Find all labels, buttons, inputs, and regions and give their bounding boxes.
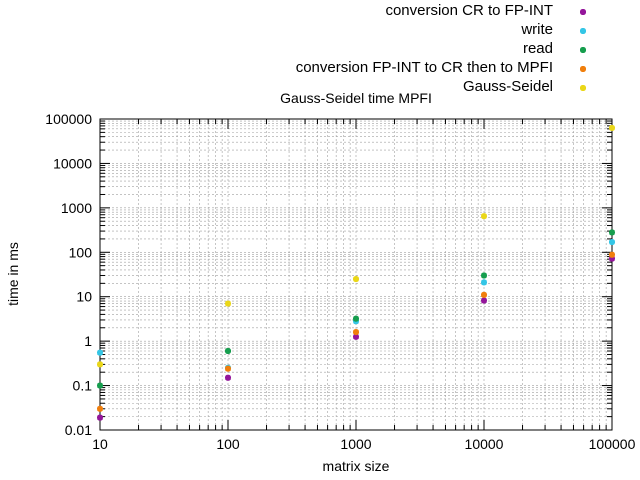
data-point: [481, 272, 487, 279]
data-point: [225, 347, 231, 354]
data-point: [481, 291, 487, 298]
data-points: [97, 124, 615, 421]
legend-label: conversion CR to FP-INT: [385, 2, 553, 19]
y-tick-label: 0.01: [65, 422, 92, 438]
x-tick-label: 10000: [465, 436, 504, 452]
legend-marker: [580, 9, 586, 15]
axis-ticks: 10 100 1000 10000 100000 0.01 0.1 1 10 100 1000 100…: [45, 111, 635, 452]
data-point: [481, 279, 487, 286]
data-point: [609, 124, 615, 131]
y-tick-label: 10: [76, 289, 92, 305]
data-point: [97, 349, 103, 356]
data-point: [609, 251, 615, 258]
legend-label: Gauss-Seidel: [463, 78, 553, 95]
x-tick-label: 100000: [589, 436, 636, 452]
x-tick-label: 1000: [340, 436, 371, 452]
legend-label: write: [520, 21, 553, 38]
data-point: [609, 239, 615, 246]
legend-label: conversion FP-INT to CR then to MPFI: [296, 59, 553, 76]
y-tick-label: 0.1: [73, 378, 93, 394]
data-point: [97, 405, 103, 412]
y-axis-label: time in ms: [5, 242, 21, 306]
data-point: [609, 229, 615, 236]
data-point: [97, 382, 103, 389]
data-point: [353, 329, 359, 336]
data-point: [353, 333, 359, 340]
data-point: [225, 300, 231, 307]
y-tick-label: 100000: [45, 111, 92, 127]
legend-marker: [580, 85, 586, 91]
x-axis-label: matrix size: [323, 458, 390, 474]
grid: [99, 118, 613, 431]
x-tick-label: 100: [216, 436, 240, 452]
legend-label: read: [523, 40, 553, 57]
legend-marker: [580, 47, 586, 53]
data-point: [225, 365, 231, 372]
legend: conversion CR to FP-INT write read conversi…: [296, 2, 586, 95]
data-point: [97, 361, 103, 368]
y-tick-label: 10000: [53, 155, 92, 171]
legend-marker: [580, 28, 586, 34]
legend-marker: [580, 66, 586, 72]
data-point: [481, 297, 487, 304]
y-tick-label: 100: [69, 244, 93, 260]
data-point: [353, 315, 359, 322]
x-tick-label: 10: [92, 436, 108, 452]
data-point: [353, 276, 359, 283]
chart-title: Gauss-Seidel time MPFI: [280, 90, 432, 106]
data-point: [225, 374, 231, 381]
y-tick-label: 1000: [61, 200, 92, 216]
y-tick-label: 1: [84, 333, 92, 349]
data-point: [481, 213, 487, 220]
data-point: [97, 414, 103, 421]
